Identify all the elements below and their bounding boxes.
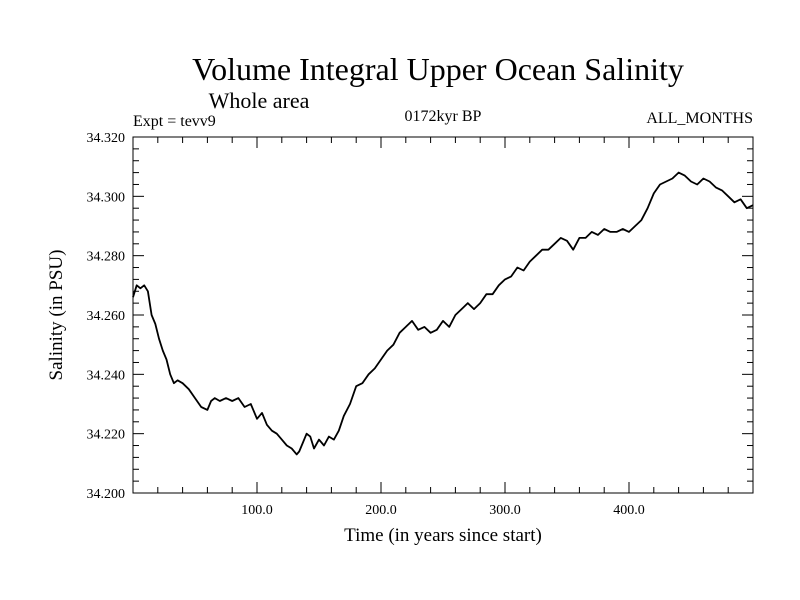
y-tick-label: 34.220 <box>87 428 126 443</box>
period-label: 0172kyr BP <box>405 108 482 125</box>
months-label: ALL_MONTHS <box>646 110 753 127</box>
y-tick-label: 34.260 <box>87 309 126 324</box>
x-axis-label: Time (in years since start) <box>344 525 542 546</box>
chart-subtitle: Whole area <box>209 88 310 113</box>
x-tick-label: 300.0 <box>489 503 521 518</box>
x-tick-label: 100.0 <box>241 503 273 518</box>
x-tick-label: 200.0 <box>365 503 397 518</box>
plot-frame <box>132 136 754 494</box>
chart-title: Volume Integral Upper Ocean Salinity <box>192 51 684 87</box>
y-tick-label: 34.320 <box>87 131 126 146</box>
y-tick-label: 34.300 <box>87 190 126 205</box>
y-axis-label: Salinity (in PSU) <box>46 250 67 381</box>
salinity-series-line <box>132 171 754 456</box>
y-tick-label: 34.280 <box>87 250 126 265</box>
x-tick-label: 400.0 <box>613 503 645 518</box>
y-tick-label: 34.200 <box>87 487 126 502</box>
experiment-label: Expt = tevv9 <box>133 113 216 130</box>
y-tick-label: 34.240 <box>87 368 126 383</box>
